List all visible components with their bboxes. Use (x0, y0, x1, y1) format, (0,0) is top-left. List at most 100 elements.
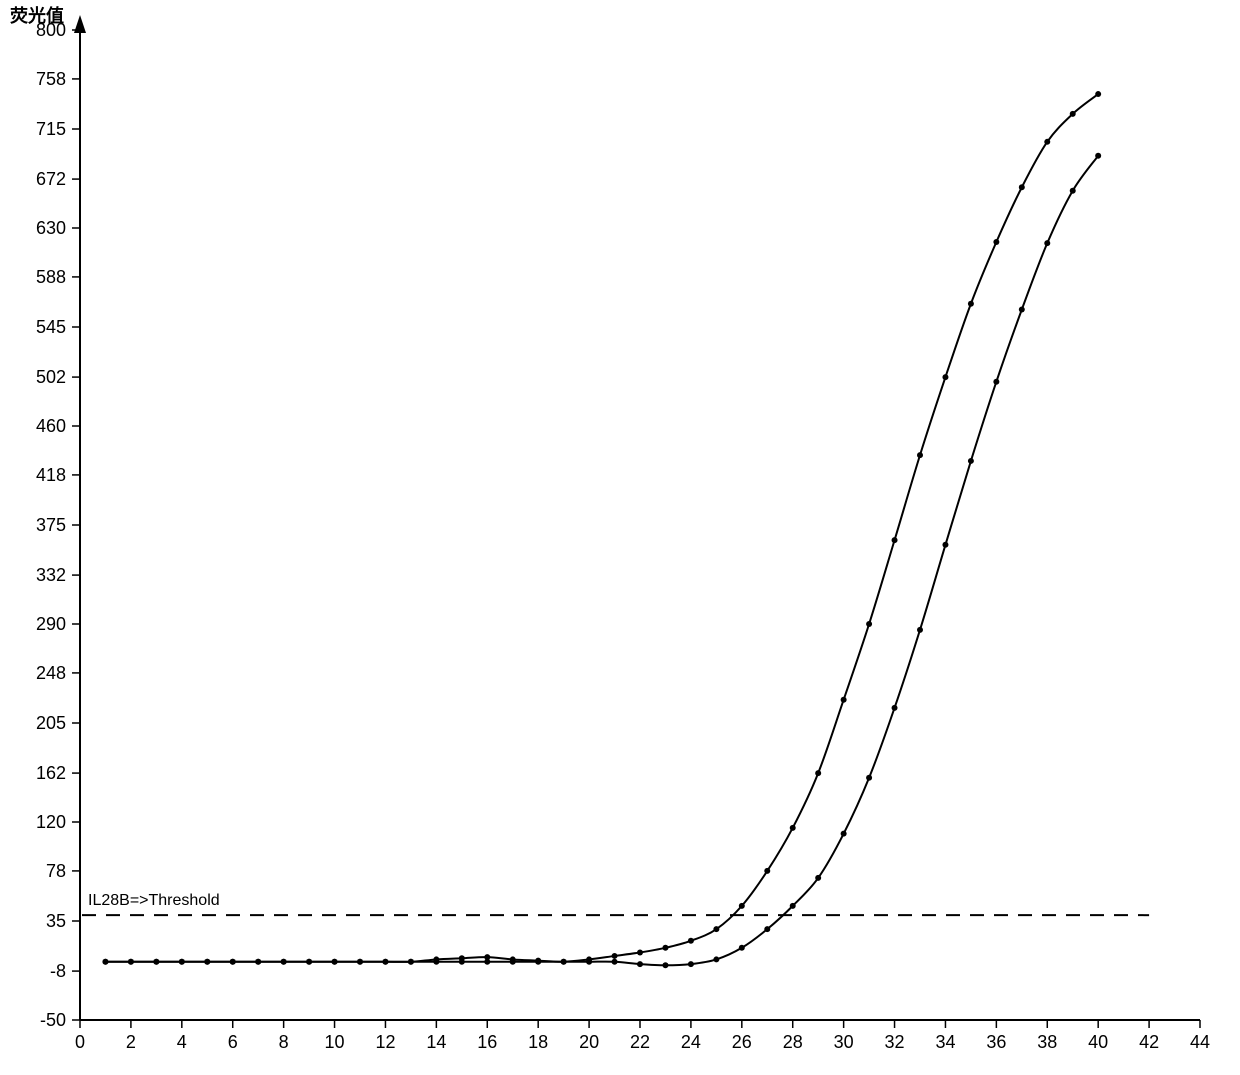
curve-a-marker (942, 374, 948, 380)
curve-b-marker (739, 945, 745, 951)
x-tick-label: 18 (528, 1032, 548, 1052)
curve-b-marker (230, 959, 236, 965)
curve-a-marker (968, 301, 974, 307)
curve-b-marker (1095, 153, 1101, 159)
curve-b-marker (1070, 188, 1076, 194)
curve-b-marker (993, 379, 999, 385)
curve-a-marker (1095, 91, 1101, 97)
curve-b-marker (255, 959, 261, 965)
chart-container: -50-835781201622052482903323754184605025… (0, 0, 1240, 1075)
curve-a-marker (637, 949, 643, 955)
y-tick-label: 758 (36, 69, 66, 89)
y-tick-label: -8 (50, 961, 66, 981)
curve-b-marker (790, 903, 796, 909)
curve-b-marker (433, 959, 439, 965)
y-tick-label: 162 (36, 763, 66, 783)
curve-b-marker (764, 926, 770, 932)
curve-b-marker (662, 962, 668, 968)
curve-a-marker (713, 926, 719, 932)
y-tick-label: 715 (36, 119, 66, 139)
x-tick-label: 40 (1088, 1032, 1108, 1052)
curve-a-marker (612, 953, 618, 959)
y-tick-label: 672 (36, 169, 66, 189)
y-tick-label: 205 (36, 713, 66, 733)
y-tick-label: 35 (46, 911, 66, 931)
curve-a-marker (1019, 184, 1025, 190)
curve-b-marker (815, 875, 821, 881)
y-tick-label: 375 (36, 515, 66, 535)
curve-a-marker (739, 903, 745, 909)
curve-b-marker (128, 959, 134, 965)
x-tick-label: 8 (279, 1032, 289, 1052)
x-tick-label: 0 (75, 1032, 85, 1052)
curve-b-marker (179, 959, 185, 965)
curve-a-marker (662, 945, 668, 951)
x-tick-label: 38 (1037, 1032, 1057, 1052)
curve-a-marker (764, 868, 770, 874)
curve-b-marker (484, 959, 490, 965)
x-tick-label: 2 (126, 1032, 136, 1052)
y-tick-label: 630 (36, 218, 66, 238)
x-tick-label: 12 (375, 1032, 395, 1052)
curve-b-marker (153, 959, 159, 965)
curve-a-marker (841, 697, 847, 703)
curve-b-marker (357, 959, 363, 965)
x-tick-label: 44 (1190, 1032, 1210, 1052)
curve-b-marker (968, 458, 974, 464)
x-tick-label: 14 (426, 1032, 446, 1052)
y-tick-label: 290 (36, 614, 66, 634)
curve-b-marker (332, 959, 338, 965)
y-tick-label: 78 (46, 861, 66, 881)
curve-b-marker (841, 831, 847, 837)
curve-a-marker (892, 537, 898, 543)
curve-b-marker (204, 959, 210, 965)
curve-b-marker (306, 959, 312, 965)
x-tick-label: 34 (935, 1032, 955, 1052)
y-tick-label: 502 (36, 367, 66, 387)
x-tick-label: 16 (477, 1032, 497, 1052)
curve-b-marker (892, 705, 898, 711)
curve-b-marker (281, 959, 287, 965)
x-tick-label: 6 (228, 1032, 238, 1052)
curve-a-marker (815, 770, 821, 776)
amplification-chart: -50-835781201622052482903323754184605025… (0, 0, 1240, 1075)
curve-a-marker (688, 938, 694, 944)
curve-b-marker (535, 959, 541, 965)
y-tick-label: 418 (36, 465, 66, 485)
curve-b-marker (459, 959, 465, 965)
curve-b-marker (637, 961, 643, 967)
y-axis-title: 荧光值 (10, 5, 64, 26)
curve-b-marker (866, 775, 872, 781)
curve-b-marker (510, 959, 516, 965)
y-tick-label: 120 (36, 812, 66, 832)
x-tick-label: 28 (783, 1032, 803, 1052)
x-tick-label: 32 (885, 1032, 905, 1052)
curve-a-marker (917, 452, 923, 458)
curve-a-marker (993, 239, 999, 245)
curve-b-marker (408, 959, 414, 965)
y-tick-label: 332 (36, 565, 66, 585)
curve-a-marker (866, 621, 872, 627)
curve-b-marker (586, 959, 592, 965)
curve-b-marker (561, 959, 567, 965)
x-tick-label: 22 (630, 1032, 650, 1052)
curve-b-marker (1019, 307, 1025, 313)
threshold-label: IL28B=>Threshold (88, 892, 220, 909)
y-tick-label: -50 (40, 1010, 66, 1030)
x-tick-label: 26 (732, 1032, 752, 1052)
curve-b-marker (917, 627, 923, 633)
curve-b-marker (102, 959, 108, 965)
x-tick-label: 42 (1139, 1032, 1159, 1052)
curve-b-marker (942, 542, 948, 548)
y-tick-label: 248 (36, 663, 66, 683)
x-tick-label: 4 (177, 1032, 187, 1052)
curve-b-marker (382, 959, 388, 965)
curve-a-marker (790, 825, 796, 831)
x-tick-label: 10 (325, 1032, 345, 1052)
x-tick-label: 30 (834, 1032, 854, 1052)
curve-a-marker (1044, 139, 1050, 145)
curve-b-marker (713, 956, 719, 962)
curve-b-marker (612, 959, 618, 965)
y-tick-label: 545 (36, 317, 66, 337)
curve-a-marker (1070, 111, 1076, 117)
